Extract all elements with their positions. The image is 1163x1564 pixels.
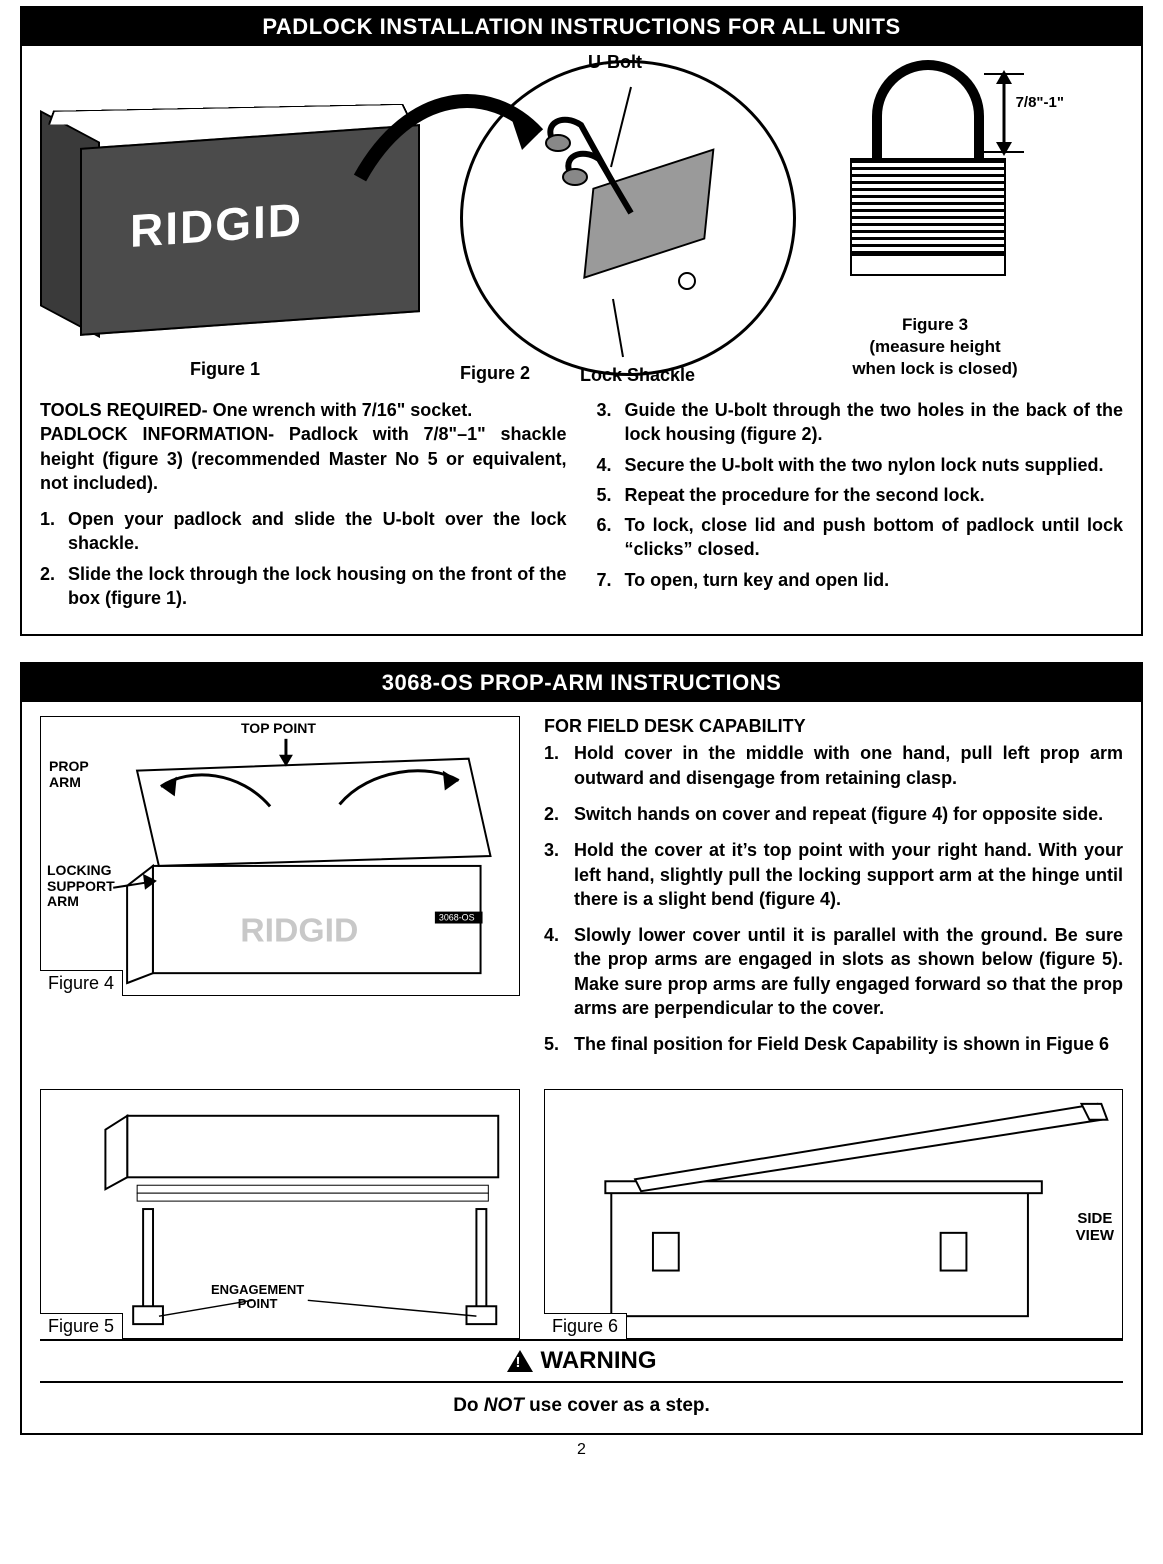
section2-subtitle: FOR FIELD DESK CAPABILITY [544, 716, 1123, 737]
label-prop-arm: PROP ARM [49, 759, 89, 790]
warning-triangle-icon [507, 1350, 533, 1372]
label-lock-shackle: Lock Shackle [580, 365, 695, 386]
s2-step-1: Hold cover in the middle with one hand, … [544, 741, 1123, 790]
panel-proparm-title: 3068-OS PROP-ARM INSTRUCTIONS [22, 664, 1141, 702]
page: PADLOCK INSTALLATION INSTRUCTIONS FOR AL… [0, 6, 1163, 1469]
padlock-drawing: 7/8"-1" [838, 60, 1018, 280]
figure-2-caption: Figure 2 [460, 363, 530, 384]
panel-proparm-body: RIDGID 3068-OS TOP POINT PROP ARM LOCKIN… [22, 702, 1141, 1432]
padlock-info: PADLOCK INFORMATION- Padlock with 7/8"–1… [40, 422, 567, 495]
figure-6-caption: Figure 6 [544, 1313, 627, 1339]
s2-step-5: The final position for Field Desk Capabi… [544, 1032, 1123, 1056]
padlock-body [850, 158, 1006, 276]
step-6: To lock, close lid and push bottom of pa… [597, 513, 1124, 562]
steps-left: Open your padlock and slide the U-bolt o… [40, 507, 567, 610]
step-7: To open, turn key and open lid. [597, 568, 1124, 592]
page-number: 2 [20, 1441, 1143, 1459]
instruction-col-right: Guide the U-bolt through the two holes i… [597, 398, 1124, 616]
figure-3: 7/8"-1" Figure 3 (measure height when lo… [810, 60, 1060, 380]
warning-text-post: use cover as a step. [524, 1395, 710, 1416]
instruction-col-left: TOOLS REQUIRED- One wrench with 7/16" so… [40, 398, 567, 616]
dimension-arrow-icon [984, 70, 1024, 156]
steps-right: Guide the U-bolt through the two holes i… [597, 398, 1124, 592]
svg-text:3068-OS: 3068-OS [439, 913, 475, 923]
section2-grid: RIDGID 3068-OS TOP POINT PROP ARM LOCKIN… [40, 716, 1123, 1338]
step-2: Slide the lock through the lock housing … [40, 562, 567, 611]
label-u-bolt: U-Bolt [588, 52, 642, 73]
panel-padlock-title: PADLOCK INSTALLATION INSTRUCTIONS FOR AL… [22, 8, 1141, 46]
figure-row: RIDGID Figure 1 [40, 60, 1123, 380]
s2-step-2: Switch hands on cover and repeat (figure… [544, 802, 1123, 826]
section2-steps: Hold cover in the middle with one hand, … [544, 741, 1123, 1056]
arrow-icon [350, 78, 550, 198]
figure-6-drawing [545, 1090, 1122, 1338]
label-top-point: TOP POINT [241, 721, 316, 736]
figure-4: RIDGID 3068-OS TOP POINT PROP ARM LOCKIN… [40, 716, 520, 996]
warning-header: WARNING [40, 1339, 1123, 1381]
figure-5-caption: Figure 5 [40, 1313, 123, 1339]
warning-heading-text: WARNING [541, 1347, 657, 1375]
panel-padlock-body: RIDGID Figure 1 [22, 46, 1141, 634]
figure-1-caption: Figure 1 [190, 359, 260, 380]
figure-4-drawing: RIDGID 3068-OS [41, 717, 519, 995]
figure-3-caption-l1: Figure 3 [902, 315, 968, 334]
figure-3-caption: Figure 3 (measure height when lock is cl… [810, 314, 1060, 380]
s2-step-3: Hold the cover at it’s top point with yo… [544, 838, 1123, 911]
label-locking-support-arm: LOCKING SUPPORT ARM [47, 863, 115, 909]
warning-text-em: NOT [484, 1395, 524, 1416]
step-4: Secure the U-bolt with the two nylon loc… [597, 453, 1124, 477]
figure-3-caption-l2: (measure height [869, 337, 1000, 356]
step-3: Guide the U-bolt through the two holes i… [597, 398, 1124, 447]
figure-3-caption-l3: when lock is closed) [852, 359, 1017, 378]
instruction-columns: TOOLS REQUIRED- One wrench with 7/16" so… [40, 398, 1123, 616]
warning-text: Do NOT use cover as a step. [40, 1381, 1123, 1433]
label-engagement-point: ENGAGEMENT POINT [211, 1283, 304, 1312]
panel-padlock: PADLOCK INSTALLATION INSTRUCTIONS FOR AL… [20, 6, 1143, 636]
panel-proparm: 3068-OS PROP-ARM INSTRUCTIONS [20, 662, 1143, 1434]
tools-required: TOOLS REQUIRED- One wrench with 7/16" so… [40, 398, 567, 422]
figure-5: ENGAGEMENT POINT Figure 5 [40, 1089, 520, 1339]
step-5: Repeat the procedure for the second lock… [597, 483, 1124, 507]
dimension-label: 7/8"-1" [1016, 94, 1064, 111]
svg-text:RIDGID: RIDGID [240, 912, 358, 950]
s2-step-4: Slowly lower cover until it is parallel … [544, 923, 1123, 1020]
figure-1: RIDGID Figure 1 [40, 80, 450, 380]
figure-4-caption: Figure 4 [40, 970, 123, 996]
warning-text-pre: Do [453, 1395, 484, 1416]
section2-text: FOR FIELD DESK CAPABILITY Hold cover in … [544, 716, 1123, 1068]
step-1: Open your padlock and slide the U-bolt o… [40, 507, 567, 556]
figure-6: SIDE VIEW Figure 6 [544, 1089, 1123, 1339]
label-side-view: SIDE VIEW [1076, 1210, 1114, 1245]
